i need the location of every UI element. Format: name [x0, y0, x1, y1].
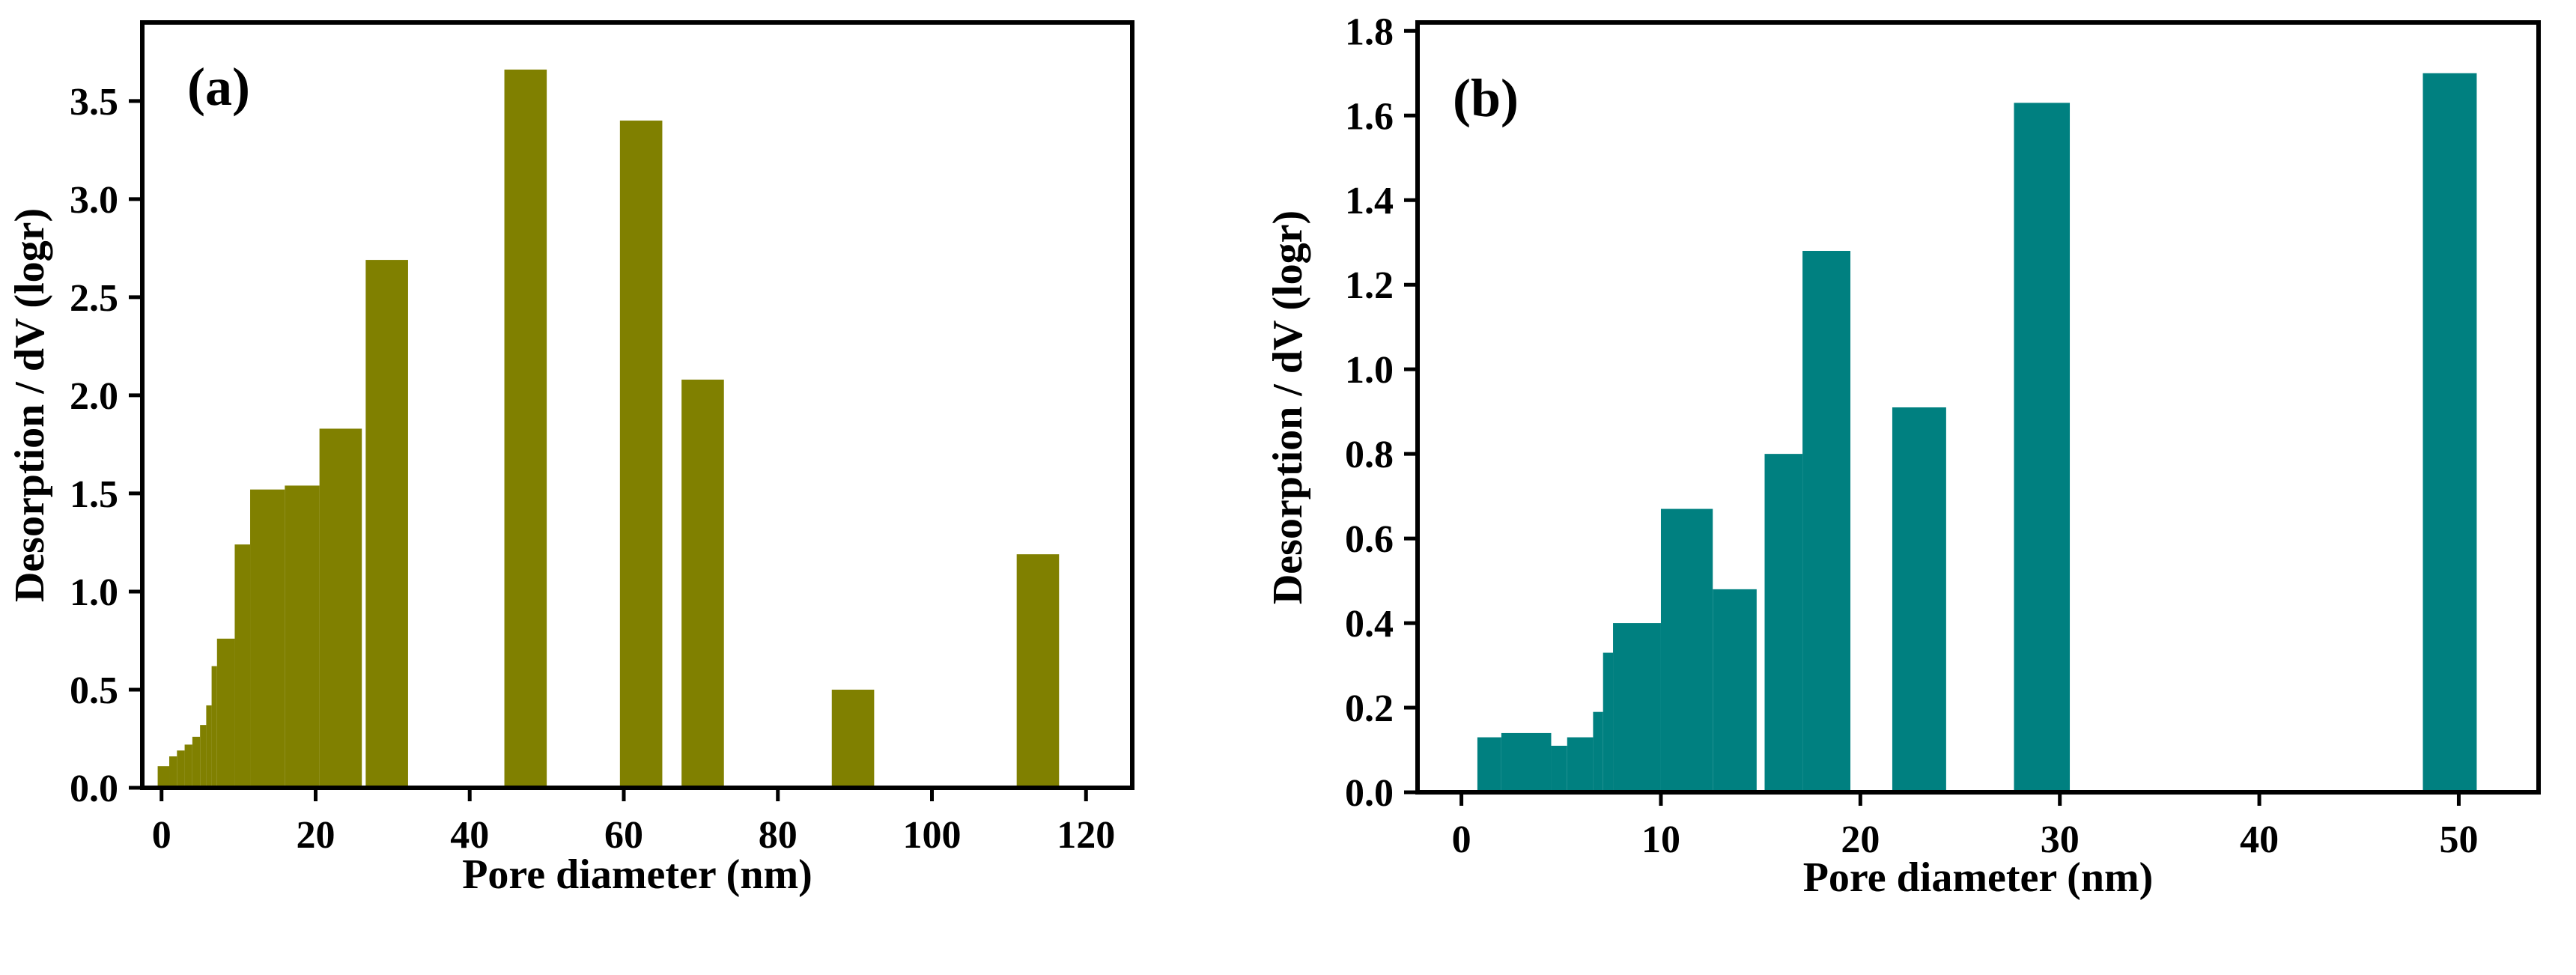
y-tick-label: 1.4	[1345, 180, 1394, 222]
bar	[1567, 737, 1594, 792]
y-tick-label: 1.6	[1345, 95, 1394, 138]
y-tick-label: 0.2	[1345, 687, 1394, 730]
y-axis-title: Desorption / dV (logr)	[1265, 210, 1311, 604]
panel-b: 0 10 20 30 40 50 0.0 0.2 0.4 0.6 0.8 1.0 1.2 1.4 1.6 1.…	[1265, 10, 2541, 901]
y-tick-label: 0.0	[1345, 772, 1394, 815]
bar	[1764, 454, 1803, 792]
panel-a: 0 20 40 60 80 100 120 0.0 0.5 1.0 1.5 2.0 2.5 3.0 3.5 P…	[7, 20, 1134, 898]
x-axis-title: Pore diameter (nm)	[462, 851, 812, 898]
y-tick-label: 3.0	[70, 179, 118, 222]
y-tick-label: 0.8	[1345, 434, 1394, 476]
bar	[1892, 407, 1946, 792]
plot-frame	[1415, 20, 2541, 795]
x-tick-label: 10	[1641, 818, 1680, 861]
bar	[216, 638, 235, 788]
x-tick-label: 60	[604, 814, 643, 857]
y-tick-label: 2.0	[70, 375, 118, 418]
bar	[1613, 623, 1661, 792]
y-tick-label: 1.2	[1345, 264, 1394, 307]
y-tick-label: 0.4	[1345, 603, 1394, 646]
bar	[1016, 554, 1060, 788]
y-tick-label: 1.0	[70, 571, 118, 614]
x-tick-label: 100	[903, 814, 962, 857]
x-tick-label: 120	[1057, 814, 1115, 857]
x-tick-label: 80	[759, 814, 798, 857]
bar	[319, 428, 362, 788]
bar	[250, 489, 285, 788]
bar	[206, 705, 212, 788]
bar	[169, 756, 177, 788]
y-axis-title: Desorption / dV (logr)	[7, 208, 53, 602]
y-tick-label: 0.5	[70, 669, 118, 712]
x-tick-label: 30	[2041, 818, 2080, 861]
bar	[192, 736, 201, 788]
y-tick-label: 3.5	[70, 81, 118, 124]
y-tick-label: 1.8	[1345, 10, 1394, 53]
bar	[285, 485, 320, 788]
bar	[1713, 589, 1757, 792]
bar	[619, 121, 663, 788]
x-tick-label: 20	[296, 814, 335, 857]
bar	[1603, 652, 1614, 792]
bar	[157, 766, 170, 788]
bar	[2014, 103, 2071, 793]
bar	[200, 725, 207, 788]
bar	[1660, 508, 1713, 792]
y-tick-label: 0.0	[70, 768, 118, 810]
bar	[211, 666, 217, 788]
x-tick-label: 0	[152, 814, 171, 857]
bar	[1593, 711, 1603, 792]
bar	[177, 750, 185, 788]
bar	[1477, 737, 1501, 792]
y-tick-label: 1.5	[70, 473, 118, 516]
panel-label: (b)	[1453, 68, 1519, 128]
bar	[831, 689, 875, 788]
x-tick-label: 0	[1452, 818, 1471, 861]
bar	[184, 744, 192, 788]
bar	[365, 260, 408, 789]
x-tick-label: 50	[2439, 818, 2478, 861]
y-tick-label: 0.6	[1345, 518, 1394, 561]
x-axis-title: Pore diameter (nm)	[1803, 854, 2154, 901]
x-tick-label: 20	[1841, 818, 1880, 861]
bar	[2422, 73, 2477, 793]
bar	[1802, 251, 1851, 792]
bar	[1551, 745, 1567, 792]
bar	[504, 69, 547, 788]
bar	[1501, 732, 1552, 792]
x-tick-label: 40	[2240, 818, 2279, 861]
plot-frame	[140, 20, 1134, 790]
y-tick-label: 2.5	[70, 277, 118, 320]
bar	[681, 379, 724, 788]
y-tick-label: 1.0	[1345, 349, 1394, 392]
x-tick-label: 40	[450, 814, 489, 857]
bar	[234, 544, 251, 788]
panel-label: (a)	[187, 57, 250, 117]
